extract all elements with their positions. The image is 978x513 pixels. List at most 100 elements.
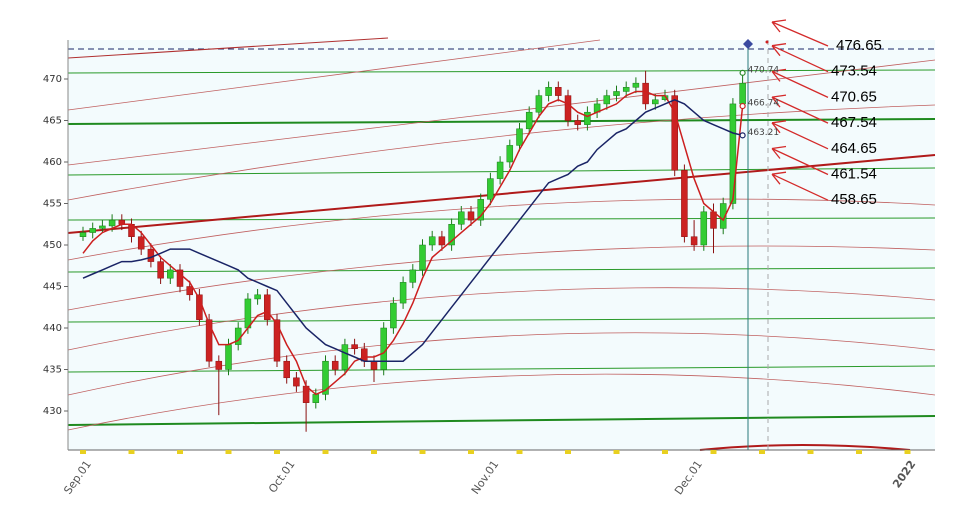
candle-body xyxy=(739,82,746,105)
candle-body xyxy=(108,219,116,227)
candle-body xyxy=(487,178,494,200)
candle-body xyxy=(157,261,164,279)
candle-body xyxy=(506,145,514,163)
candle-body xyxy=(254,294,261,300)
moving-average-line xyxy=(82,90,744,396)
y-tick-label: 445 xyxy=(43,281,62,292)
candle-body xyxy=(448,224,455,246)
x-axis-marker xyxy=(177,450,183,454)
x-tick-label: 2022 xyxy=(890,458,918,491)
candle-body xyxy=(409,269,417,283)
candle-body xyxy=(399,282,407,304)
candle-body xyxy=(603,95,611,105)
candle-body xyxy=(370,360,378,370)
candle-body xyxy=(632,82,640,88)
candle-body xyxy=(613,91,620,96)
plot-area xyxy=(68,40,935,450)
candle-body xyxy=(186,286,193,296)
candle-body xyxy=(283,360,290,379)
candle-body xyxy=(496,161,504,179)
x-axis-marker xyxy=(128,450,135,454)
x-axis-marker xyxy=(371,450,377,454)
decor-lines xyxy=(67,37,936,451)
price-marker xyxy=(739,102,746,110)
candle-body xyxy=(525,111,533,130)
candle-body xyxy=(79,232,87,237)
x-axis-marker xyxy=(904,450,911,454)
candle-body xyxy=(89,228,96,233)
candle-body xyxy=(584,111,591,125)
x-tick-label: Dec.01 xyxy=(672,458,705,497)
candle-body xyxy=(99,225,106,229)
level-annotation: 458.65 xyxy=(831,191,877,208)
y-tick-label: 435 xyxy=(43,364,62,375)
candle-body xyxy=(729,103,737,204)
x-axis-marker xyxy=(759,450,765,454)
candle-body xyxy=(642,82,649,105)
x-axis-marker xyxy=(468,450,474,454)
level-annotation: 467.54 xyxy=(831,114,877,131)
candle-body xyxy=(458,211,465,225)
candle-body xyxy=(331,360,339,370)
candle-body xyxy=(428,236,436,246)
candle-body xyxy=(564,95,572,121)
y-tick-label: 460 xyxy=(43,157,62,168)
candle-body xyxy=(322,360,329,395)
annotation-arrow xyxy=(771,94,829,124)
annotation-arrow xyxy=(771,120,829,150)
candle-body xyxy=(719,203,727,229)
price-marker xyxy=(739,69,746,76)
candle-body xyxy=(273,319,281,362)
candle-body xyxy=(147,248,155,262)
x-tick-label: Nov.01 xyxy=(469,458,502,497)
x-axis-marker xyxy=(225,450,232,454)
candle-body xyxy=(574,120,581,125)
candle-body xyxy=(176,269,184,287)
annotation-arrow xyxy=(771,145,829,176)
y-tick-label: 440 xyxy=(43,323,62,334)
candle-body xyxy=(419,244,426,271)
candle-body xyxy=(205,319,213,362)
candle-body xyxy=(264,294,271,320)
level-annotation: 473.54 xyxy=(831,63,877,80)
price-marker-label: 463.21 xyxy=(748,128,780,138)
y-tick-label: 455 xyxy=(43,199,62,210)
moving-average-line xyxy=(82,98,743,362)
x-axis-marker xyxy=(322,450,329,454)
price-marker xyxy=(739,132,746,139)
annotation-arrow xyxy=(771,171,829,201)
y-tick-label: 465 xyxy=(43,116,62,127)
candle-body xyxy=(361,348,368,362)
candle-body xyxy=(555,87,562,96)
y-tick-label: 450 xyxy=(43,240,62,251)
candle-body xyxy=(351,344,358,349)
x-axis-marker xyxy=(662,450,668,454)
price-marker-label: 470.74 xyxy=(748,65,780,75)
x-axis-marker xyxy=(710,450,717,454)
candle-body xyxy=(137,236,145,250)
candle-body xyxy=(390,302,397,329)
candle-body xyxy=(477,199,484,221)
candle-body xyxy=(215,360,223,370)
annotation-arrow xyxy=(771,43,829,73)
x-axis-marker xyxy=(419,450,426,454)
annotation-arrow xyxy=(771,68,829,98)
candle-body xyxy=(690,236,698,246)
candle-body xyxy=(545,87,552,96)
candle-body xyxy=(341,344,349,370)
level-annotation: 476.65 xyxy=(836,37,882,54)
price-marker-label: 466.74 xyxy=(748,99,780,109)
x-axis-marker xyxy=(274,450,280,454)
x-tick-label: Sep.01 xyxy=(61,458,94,497)
level-annotation: 461.54 xyxy=(831,165,877,182)
candle-body xyxy=(244,298,252,329)
x-axis-marker xyxy=(516,450,523,454)
candle-body xyxy=(225,344,232,370)
candle-body xyxy=(516,128,523,146)
candle-body xyxy=(167,269,174,279)
annotation-arrows xyxy=(771,19,829,201)
candle-body xyxy=(681,170,688,237)
candle-body xyxy=(622,87,630,92)
x-axis-marker xyxy=(856,450,862,454)
